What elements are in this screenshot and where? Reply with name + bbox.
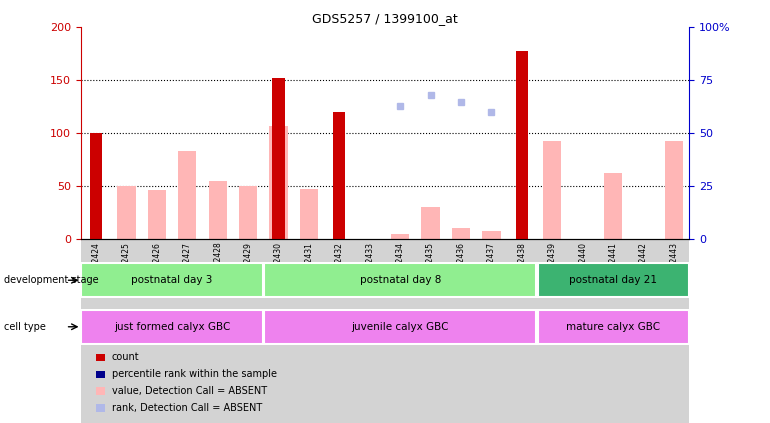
Bar <box>209 181 227 239</box>
Text: GSM1202434: GSM1202434 <box>396 242 405 293</box>
Text: GSM1202426: GSM1202426 <box>152 242 162 293</box>
Bar <box>543 141 561 239</box>
Text: GSM1202425: GSM1202425 <box>122 242 131 293</box>
Bar <box>333 112 346 239</box>
Text: postnatal day 8: postnatal day 8 <box>360 275 441 285</box>
Bar <box>148 190 166 239</box>
Text: GSM1202442: GSM1202442 <box>639 242 648 293</box>
Text: GSM1202428: GSM1202428 <box>213 242 223 292</box>
Bar <box>604 173 622 239</box>
Text: GSM1202437: GSM1202437 <box>487 242 496 293</box>
Bar <box>178 151 196 239</box>
Bar <box>452 228 470 239</box>
Text: postnatal day 3: postnatal day 3 <box>132 275 213 285</box>
Text: mature calyx GBC: mature calyx GBC <box>566 322 660 332</box>
Bar <box>81 239 689 423</box>
Title: GDS5257 / 1399100_at: GDS5257 / 1399100_at <box>312 12 458 25</box>
Text: GSM1202431: GSM1202431 <box>304 242 313 293</box>
Text: GSM1202435: GSM1202435 <box>426 242 435 293</box>
Bar <box>82 310 263 344</box>
Text: value, Detection Call = ABSENT: value, Detection Call = ABSENT <box>112 386 266 396</box>
Bar <box>82 263 263 297</box>
Bar <box>516 51 528 239</box>
Text: count: count <box>112 352 139 363</box>
Text: GSM1202440: GSM1202440 <box>578 242 588 293</box>
Text: GSM1202441: GSM1202441 <box>608 242 618 293</box>
Bar <box>300 190 318 239</box>
Bar <box>270 126 288 239</box>
Text: GSM1202438: GSM1202438 <box>517 242 527 293</box>
Text: postnatal day 21: postnatal day 21 <box>569 275 657 285</box>
Text: development stage: development stage <box>4 275 99 285</box>
Text: GSM1202429: GSM1202429 <box>243 242 253 293</box>
Bar <box>665 141 683 239</box>
Bar <box>537 263 688 297</box>
Text: GSM1202439: GSM1202439 <box>547 242 557 293</box>
Bar <box>537 310 688 344</box>
Bar <box>482 231 500 239</box>
Text: just formed calyx GBC: just formed calyx GBC <box>114 322 230 332</box>
Text: rank, Detection Call = ABSENT: rank, Detection Call = ABSENT <box>112 403 262 413</box>
Text: GSM1202436: GSM1202436 <box>457 242 466 293</box>
Bar <box>239 186 257 239</box>
Bar <box>117 186 136 239</box>
Text: GSM1202427: GSM1202427 <box>182 242 192 293</box>
Bar <box>391 234 410 239</box>
Bar <box>421 207 440 239</box>
Text: GSM1202432: GSM1202432 <box>335 242 344 293</box>
Text: GSM1202430: GSM1202430 <box>274 242 283 293</box>
Text: cell type: cell type <box>4 322 45 332</box>
Bar <box>264 263 537 297</box>
Text: GSM1202424: GSM1202424 <box>92 242 101 293</box>
Bar <box>273 78 285 239</box>
Text: GSM1202433: GSM1202433 <box>365 242 374 293</box>
Text: percentile rank within the sample: percentile rank within the sample <box>112 369 276 379</box>
Bar <box>90 133 102 239</box>
Bar <box>264 310 537 344</box>
Text: juvenile calyx GBC: juvenile calyx GBC <box>351 322 449 332</box>
Text: GSM1202443: GSM1202443 <box>669 242 678 293</box>
